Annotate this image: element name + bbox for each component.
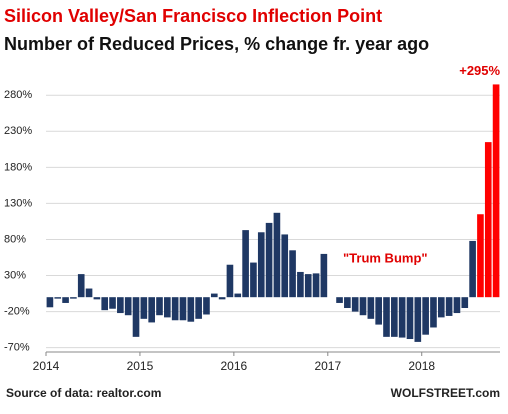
- bar: [336, 297, 343, 303]
- bar: [477, 214, 484, 298]
- x-tick-label: 2018: [408, 359, 435, 373]
- bar: [187, 297, 195, 322]
- bar: [250, 262, 257, 298]
- y-tick-label: 280%: [4, 89, 32, 101]
- bar: [398, 297, 406, 338]
- x-tick-label: 2016: [221, 359, 248, 373]
- bar: [320, 253, 328, 298]
- bar: [351, 297, 359, 312]
- bar: [406, 297, 414, 340]
- bar: [391, 297, 398, 337]
- value-label: +295%: [459, 63, 500, 78]
- bar: [210, 293, 218, 298]
- bar: [109, 297, 116, 309]
- source: Source of data: realtor.com: [6, 386, 161, 400]
- bar: [312, 273, 320, 298]
- bar: [383, 297, 390, 337]
- bar: [203, 297, 210, 315]
- bar: [484, 142, 492, 298]
- y-tick-label: 180%: [4, 161, 32, 173]
- bar: [195, 297, 202, 319]
- bar: [164, 297, 171, 318]
- y-tick-label: 30%: [4, 269, 26, 281]
- bar: [257, 232, 265, 298]
- chart-title: Silicon Valley/San Francisco Inflection …: [4, 6, 382, 26]
- bar: [414, 297, 422, 342]
- bar: [156, 297, 163, 316]
- bar: [445, 297, 453, 316]
- bar: [226, 264, 234, 298]
- bar: [469, 240, 476, 298]
- bar: [77, 274, 85, 298]
- bar: [171, 297, 179, 321]
- bar: [54, 297, 62, 299]
- y-tick-label: 230%: [4, 125, 32, 137]
- y-tick-label: -20%: [4, 306, 30, 318]
- y-tick-label: 130%: [4, 197, 32, 209]
- bar: [492, 84, 500, 298]
- bar: [437, 297, 445, 318]
- x-tick-label: 2015: [127, 359, 154, 373]
- bar: [242, 230, 249, 298]
- bar: [297, 271, 304, 298]
- bar: [70, 297, 77, 299]
- bar: [375, 297, 382, 325]
- bar: [265, 222, 273, 298]
- bar: [273, 212, 281, 298]
- bar: [124, 297, 132, 316]
- bar: [359, 297, 367, 316]
- chart-subtitle: Number of Reduced Prices, % change fr. y…: [4, 34, 429, 54]
- bar: [430, 297, 437, 328]
- x-tick-label: 2014: [33, 359, 60, 373]
- bar: [461, 297, 469, 309]
- bar: [453, 297, 461, 314]
- bar: [93, 297, 101, 300]
- bar: [179, 297, 187, 321]
- bar: [101, 297, 109, 311]
- bar: [344, 297, 351, 309]
- credit: WOLFSTREET.com: [391, 386, 500, 400]
- bar: [117, 297, 124, 314]
- bar: [289, 250, 296, 298]
- bar: [62, 297, 69, 303]
- bar: [140, 297, 148, 319]
- bar: [422, 297, 429, 335]
- bar: [281, 234, 289, 298]
- bar: [148, 297, 155, 323]
- bar: [132, 297, 140, 337]
- y-tick-label: 80%: [4, 233, 26, 245]
- bar: [367, 297, 375, 319]
- bar: [85, 288, 93, 298]
- x-tick-label: 2017: [314, 359, 341, 373]
- bar: [304, 274, 312, 298]
- y-tick-label: -70%: [4, 342, 30, 354]
- bar: [218, 297, 226, 300]
- bar: [234, 293, 242, 298]
- bar: [46, 297, 54, 308]
- annotation: "Trum Bump": [343, 250, 428, 265]
